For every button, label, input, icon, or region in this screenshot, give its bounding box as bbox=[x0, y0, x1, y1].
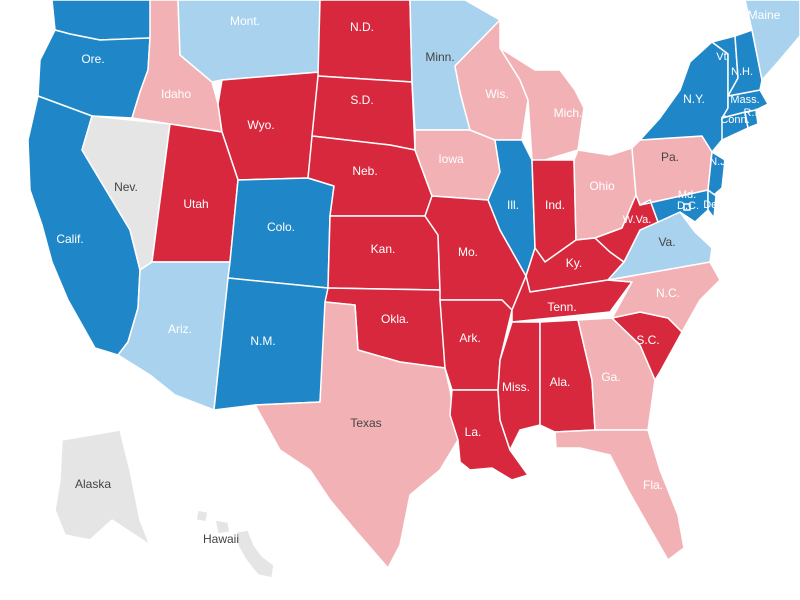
state-massachusetts[interactable] bbox=[721, 89, 769, 119]
state-label-vt: Vt. bbox=[716, 51, 729, 63]
state-label-tenn: Tenn. bbox=[547, 300, 576, 314]
state-label-sc: S.C. bbox=[636, 333, 659, 347]
state-label-mont: Mont. bbox=[230, 14, 260, 28]
state-label-maine: Maine bbox=[748, 8, 781, 22]
state-label-ny: N.Y. bbox=[683, 92, 705, 106]
state-label-utah: Utah bbox=[183, 197, 208, 211]
state-label-iowa: Iowa bbox=[438, 152, 464, 166]
state-label-sd: S.D. bbox=[350, 93, 373, 107]
state-north-dakota[interactable] bbox=[317, 0, 413, 83]
state-label-nev: Nev. bbox=[114, 180, 138, 194]
state-label-fla: Fla. bbox=[643, 478, 663, 492]
state-label-ark: Ark. bbox=[459, 331, 480, 345]
state-label-ariz: Ariz. bbox=[168, 322, 192, 336]
state-label-nh: N.H. bbox=[731, 66, 753, 78]
state-wisconsin[interactable] bbox=[454, 19, 529, 141]
state-label-ind: Ind. bbox=[545, 198, 565, 212]
state-label-la: La. bbox=[465, 425, 482, 439]
state-label-dc: D.C. bbox=[677, 200, 699, 212]
state-label-va: Va. bbox=[658, 235, 675, 249]
state-label-kan: Kan. bbox=[371, 242, 396, 256]
state-hawaii[interactable] bbox=[195, 509, 275, 579]
state-label-colo: Colo. bbox=[267, 220, 295, 234]
state-label-alaska: Alaska bbox=[75, 477, 111, 491]
state-label-wis: Wis. bbox=[485, 87, 508, 101]
state-label-miss: Miss. bbox=[502, 380, 530, 394]
state-label-ohio: Ohio bbox=[589, 179, 615, 193]
state-label-idaho: Idaho bbox=[161, 87, 191, 101]
state-alaska[interactable] bbox=[54, 429, 151, 546]
state-label-wyo: Wyo. bbox=[247, 118, 274, 132]
state-texas[interactable] bbox=[254, 301, 459, 569]
states-layer bbox=[27, 0, 800, 579]
state-delaware[interactable] bbox=[707, 189, 717, 219]
state-label-texas: Texas bbox=[350, 416, 381, 430]
state-north-carolina[interactable] bbox=[607, 261, 721, 333]
state-label-md: Md. bbox=[678, 189, 696, 201]
state-maine[interactable] bbox=[744, 0, 800, 81]
state-label-wva: W.Va. bbox=[623, 214, 652, 226]
state-label-ill: Ill. bbox=[507, 198, 519, 212]
state-label-ga: Ga. bbox=[601, 370, 620, 384]
state-montana[interactable] bbox=[177, 0, 321, 83]
state-district-of-columbia[interactable] bbox=[683, 203, 691, 211]
state-label-mich: Mich. bbox=[554, 106, 583, 120]
state-label-ky: Ky. bbox=[566, 256, 582, 270]
labels-layer: Ore. Calif. Nev. Idaho Mont. Wyo. Utah A… bbox=[56, 8, 780, 546]
state-label-minn: Minn. bbox=[425, 50, 454, 64]
state-new-jersey[interactable] bbox=[707, 151, 726, 201]
state-label-calif: Calif. bbox=[56, 232, 83, 246]
state-label-pa: Pa. bbox=[661, 150, 679, 164]
state-label-nd: N.D. bbox=[350, 20, 374, 34]
state-label-mass: Mass. bbox=[730, 94, 759, 106]
state-label-hawaii: Hawaii bbox=[203, 532, 239, 546]
state-label-del: Del. bbox=[703, 199, 723, 211]
state-label-nc: N.C. bbox=[656, 286, 680, 300]
state-label-ri: R.I. bbox=[743, 107, 760, 119]
state-label-neb: Neb. bbox=[352, 164, 377, 178]
state-label-ala: Ala. bbox=[550, 375, 571, 389]
state-label-mo: Mo. bbox=[458, 245, 478, 259]
state-label-nj: N.J. bbox=[709, 156, 729, 168]
state-florida[interactable] bbox=[554, 429, 685, 561]
state-label-nm: N.M. bbox=[250, 334, 275, 348]
state-label-ore: Ore. bbox=[81, 52, 104, 66]
state-label-okla: Okla. bbox=[381, 312, 409, 326]
state-michigan[interactable] bbox=[499, 47, 585, 161]
state-label-conn: Conn. bbox=[720, 114, 749, 126]
